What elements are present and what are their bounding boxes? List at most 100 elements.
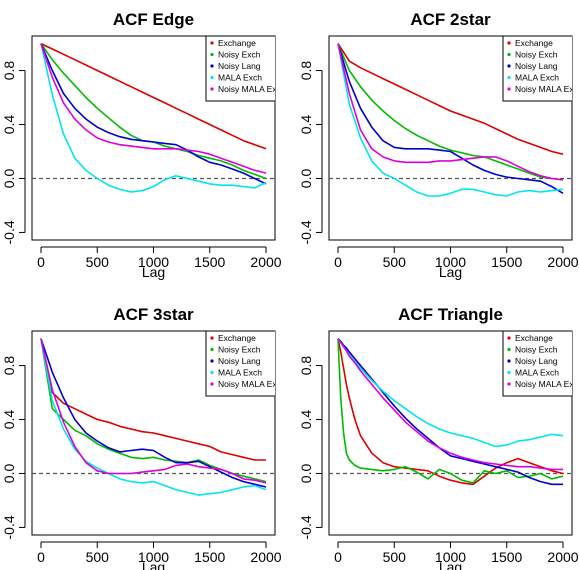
legend-label: Noisy Exch (218, 345, 261, 355)
series-line-mala-exch (337, 43, 564, 197)
legend-marker (210, 359, 214, 363)
legend-marker (210, 382, 214, 386)
legend-label: Noisy Exch (515, 345, 558, 355)
chart-panel-2: ACF 2star 0 500 1000 1500 2000 Lag -0.4 0.0 0.4 0.… (298, 10, 579, 280)
x-axis-label: Lag (439, 559, 462, 570)
legend-label: Exchange (515, 333, 553, 343)
series-line-mala-exch (40, 43, 267, 193)
series-group (40, 42, 267, 193)
legend-label: Exchange (218, 38, 256, 48)
x-tick-label: 1000 (435, 549, 466, 565)
chart-title: ACF 2star (410, 10, 491, 29)
x-tick-label: 0 (37, 254, 45, 270)
x-axis: 0 500 1000 1500 2000 (37, 541, 282, 565)
legend-marker (210, 87, 214, 91)
legend-marker (507, 52, 511, 57)
x-tick-label: 0 (334, 549, 342, 565)
x-axis: 0 500 1000 1500 2000 (37, 246, 282, 270)
y-tick-label: 0.0 (1, 464, 17, 484)
legend-marker (507, 336, 511, 340)
x-axis: 0 500 1000 1500 2000 (334, 541, 579, 565)
series-group (337, 338, 564, 486)
y-axis: -0.4 0.0 0.4 0.8 (1, 356, 26, 540)
legend-label: MALA Exch (218, 368, 262, 378)
x-tick-label: 2000 (547, 254, 578, 270)
series-line-exchange (337, 338, 564, 486)
chart-panel-3: ACF 3star 0 500 1000 1500 2000 Lag -0.4 0.0 0.4 0.… (1, 305, 286, 570)
legend-box (502, 36, 572, 102)
y-axis: -0.4 0.0 0.4 0.8 (298, 61, 323, 245)
legend-label: Noisy Exch (515, 50, 558, 60)
legend-marker (210, 336, 214, 340)
x-tick-label: 1500 (194, 549, 225, 565)
x-tick-label: 1000 (138, 254, 169, 270)
legend-marker (507, 64, 511, 68)
x-tick-label: 0 (334, 254, 342, 270)
x-tick-label: 2000 (250, 549, 281, 565)
x-tick-label: 500 (86, 549, 110, 565)
y-tick-label: 0.8 (298, 356, 314, 376)
series-line-noisy-lang (40, 338, 267, 488)
series-line-noisy-exch (337, 43, 564, 181)
x-axis-label: Lag (142, 559, 165, 570)
y-tick-label: 0.0 (1, 169, 17, 189)
plot-frame (328, 330, 573, 536)
x-tick-label: 1000 (435, 254, 466, 270)
y-axis: -0.4 0.0 0.4 0.8 (298, 356, 323, 540)
y-tick-label: 0.8 (1, 61, 17, 81)
x-tick-label: 500 (86, 254, 110, 270)
legend-label: Noisy MALA Exch (218, 379, 286, 389)
series-line-noisy-mala-exch (40, 338, 267, 484)
legend-label: Exchange (515, 38, 553, 48)
legend-label: MALA Exch (515, 368, 559, 378)
x-tick-label: 1000 (138, 549, 169, 565)
legend-box (205, 36, 275, 102)
chart-title: ACF 3star (113, 305, 194, 324)
legend-marker (210, 64, 214, 68)
series-line-noisy-exch (337, 338, 564, 484)
legend-label: Noisy MALA Exch (515, 84, 579, 94)
x-axis: 0 500 1000 1500 2000 (334, 246, 579, 270)
y-tick-label: -0.4 (1, 515, 17, 539)
plot-frame (31, 35, 276, 241)
chart-title: ACF Edge (113, 10, 194, 29)
y-axis: -0.4 0.0 0.4 0.8 (1, 61, 26, 245)
legend-box (502, 331, 572, 397)
legend-marker (507, 347, 511, 352)
y-tick-label: 0.4 (1, 410, 17, 430)
legend-marker (507, 370, 511, 375)
y-tick-label: 0.4 (298, 410, 314, 430)
legend-label: Noisy Lang (515, 356, 558, 366)
y-tick-label: 0.4 (298, 115, 314, 135)
series-group (337, 43, 564, 197)
chart-panel-1: ACF Edge 0 500 1000 1500 2000 Lag -0.4 0.0 0.4 0.8… (1, 10, 286, 280)
legend-label: Noisy MALA Exch (218, 84, 286, 94)
legend-marker (210, 370, 214, 375)
series-line-noisy-mala-exch (337, 338, 563, 471)
legend-marker (507, 87, 511, 91)
x-tick-label: 500 (383, 254, 407, 270)
series-line-exchange (337, 43, 564, 155)
legend-label: Exchange (218, 333, 256, 343)
x-tick-label: 1500 (491, 254, 522, 270)
chart-title: ACF Triangle (398, 305, 503, 324)
legend-box (205, 331, 275, 397)
series-group (40, 338, 267, 496)
series-line-exchange (40, 338, 266, 461)
legend-marker (210, 347, 214, 352)
legend-label: MALA Exch (218, 73, 262, 83)
x-axis-label: Lag (142, 264, 165, 280)
series-line-noisy-mala-exch (40, 43, 267, 174)
legend-label: Noisy MALA Exch (515, 379, 579, 389)
legend-marker (210, 52, 214, 57)
y-tick-label: -0.4 (298, 515, 314, 539)
legend-label: Noisy Lang (218, 61, 261, 71)
plot-frame (328, 35, 573, 241)
legend-marker (210, 75, 214, 80)
y-tick-label: 0.8 (298, 61, 314, 81)
